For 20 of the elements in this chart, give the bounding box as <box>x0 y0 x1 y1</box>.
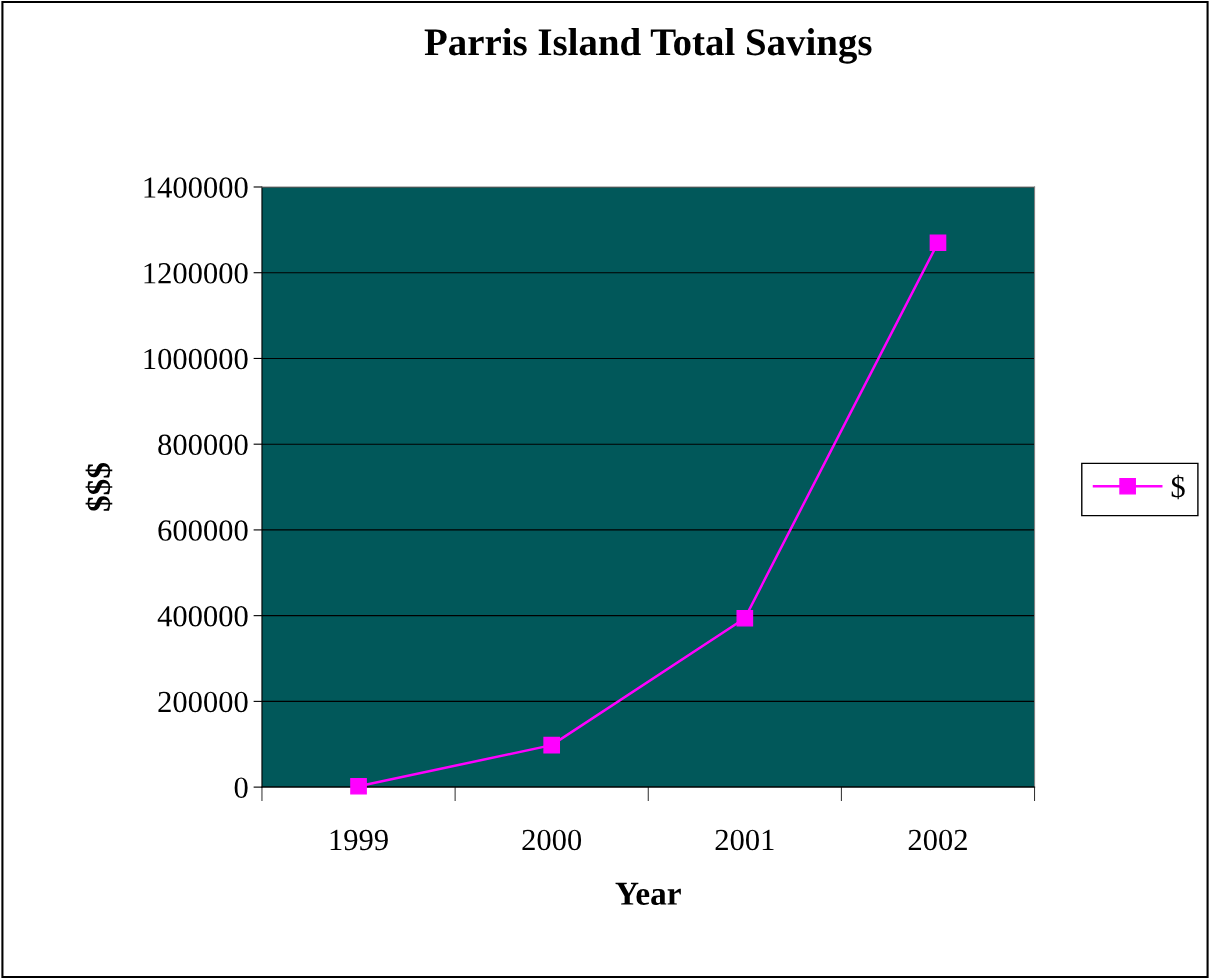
x-tick-label: 2002 <box>908 829 967 851</box>
point <box>350 777 367 795</box>
point <box>736 609 754 627</box>
y-tick-label: 1000000 <box>144 348 248 370</box>
legend-label: $ <box>1171 474 1185 500</box>
y-tick-label: 400000 <box>157 605 248 627</box>
y-tick-label: 1200000 <box>144 263 248 284</box>
x-tick-label: 2001 <box>715 829 774 851</box>
chart-title: Parris Island Total Savings <box>424 28 872 64</box>
point <box>929 234 947 252</box>
x-axis-title: Year <box>615 882 681 905</box>
y-tick-label: 600000 <box>158 520 248 541</box>
y-tick-label: 800000 <box>158 434 248 456</box>
y-axis-title: $$$ <box>85 463 113 511</box>
point <box>543 736 561 754</box>
x-tick-label: 1999 <box>330 829 388 851</box>
y-tick-label: 0 <box>234 777 248 799</box>
x-tick-label: 2000 <box>522 829 582 851</box>
y-tick-label: 1400000 <box>144 177 248 198</box>
y-tick-label: 200000 <box>158 691 248 713</box>
